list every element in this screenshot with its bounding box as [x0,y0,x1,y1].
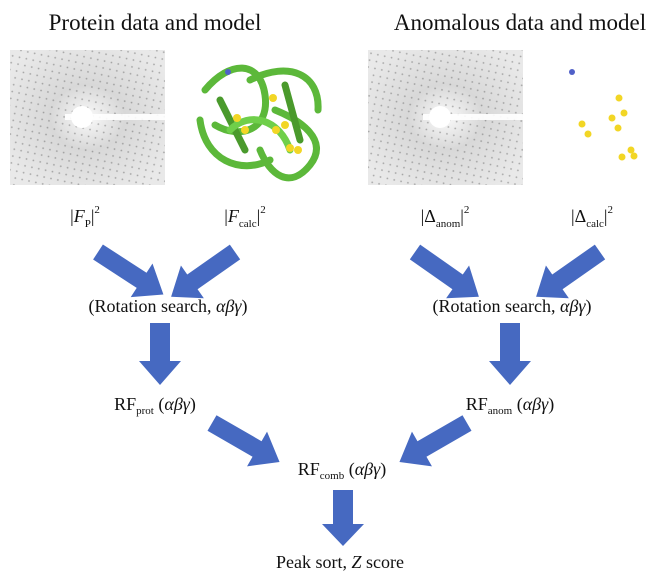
text: ( [154,394,165,415]
text: ) [380,459,386,480]
text: (Rotation search, [433,296,560,317]
subscript: prot [136,405,154,417]
superscript: 2 [464,204,470,216]
text: ( [344,459,355,480]
subscript: comb [320,470,345,482]
title: Anomalous data and model [394,10,646,35]
text: ) [548,394,554,415]
greek: αβγ [355,459,381,479]
greek: αβγ [523,394,549,414]
greek: αβγ [560,296,586,316]
superscript: 2 [608,204,614,216]
text: ( [512,394,523,415]
superscript: 2 [260,204,266,216]
text: (Rotation search, [89,296,216,317]
amplitude-label: |Δanom|2 [421,204,470,230]
symbol: Δ [424,206,436,226]
text: ) [190,394,196,415]
amplitude-label: |FP|2 [70,204,100,230]
greek: αβγ [164,394,190,414]
search-label: (Rotation search, αβγ) [433,296,592,317]
text: RF [466,394,488,414]
symbol: Δ [575,206,587,226]
diffraction-image [10,50,165,185]
function-label: RFcomb (αβγ) [298,459,387,482]
arrows [87,235,611,546]
substructure-model [569,69,638,161]
text: score [362,552,404,572]
amplitude-label: |Δcalc|2 [571,204,613,230]
text: Peak sort, [276,552,352,572]
diffraction-image [368,50,523,185]
function-label: RFanom (αβγ) [466,394,555,417]
diagram: Protein data and model Anomalous data an… [0,0,670,577]
subscript: anom [436,218,461,230]
subscript: calc [586,218,604,230]
superscript: 2 [94,204,100,216]
amplitude-label: |Fcalc|2 [224,204,265,230]
subscript: calc [239,218,257,230]
subscript: anom [488,405,513,417]
protein-model [200,68,318,178]
text: ) [241,296,247,317]
result-label: Peak sort, Z score [276,552,404,572]
function-label: RFprot (αβγ) [114,394,196,417]
text: ) [585,296,591,317]
greek: αβγ [216,296,242,316]
text: RF [114,394,136,414]
text: RF [298,459,320,479]
title: Protein data and model [49,10,262,35]
search-label: (Rotation search, αβγ) [89,296,248,317]
